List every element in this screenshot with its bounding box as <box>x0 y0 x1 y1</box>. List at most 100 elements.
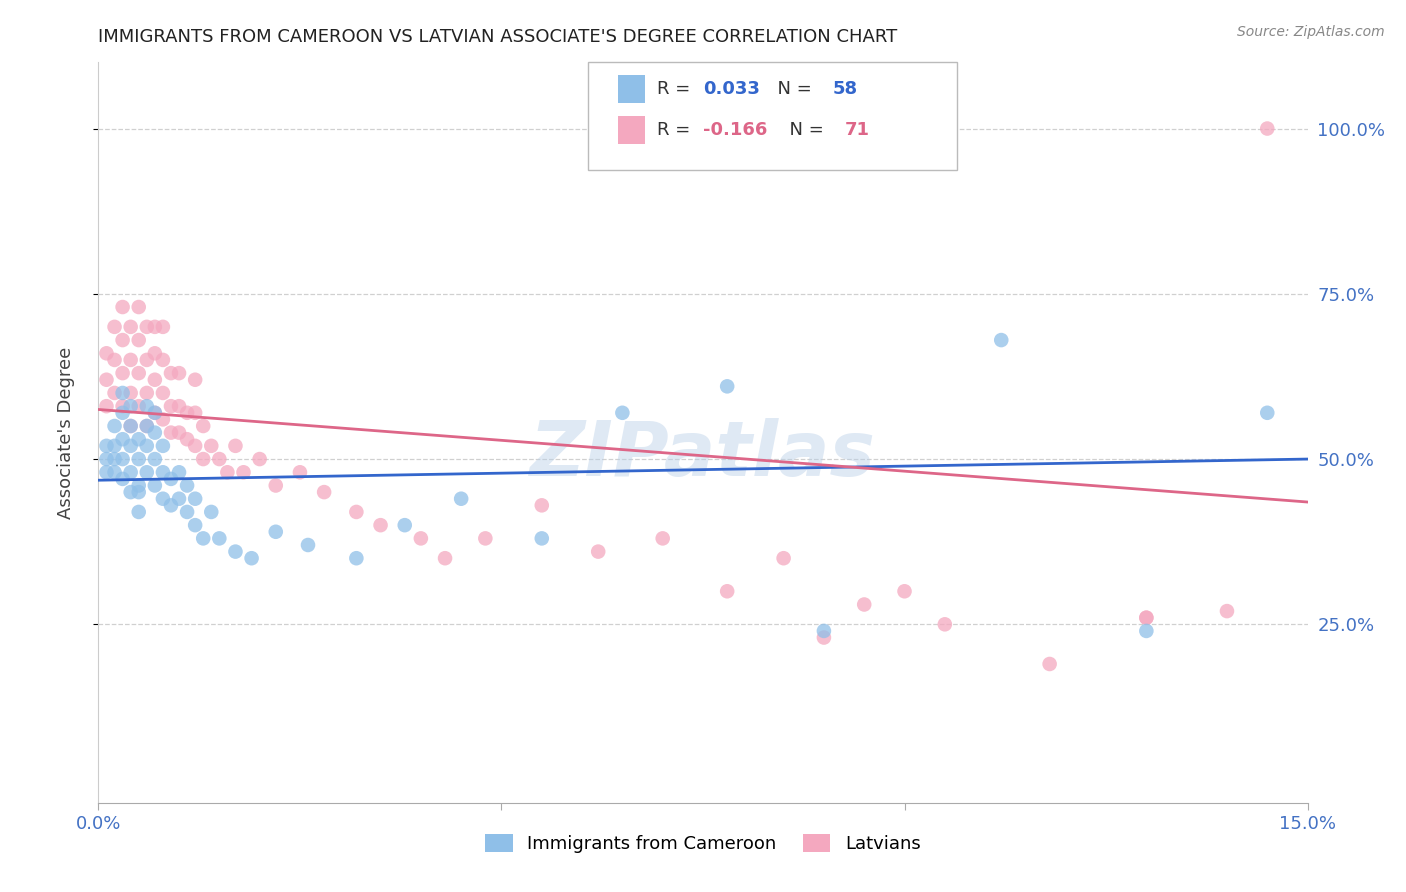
FancyBboxPatch shape <box>619 116 645 144</box>
Point <box>176 505 198 519</box>
Point <box>176 406 198 420</box>
Point <box>208 532 231 546</box>
Point <box>120 319 142 334</box>
Point <box>184 439 207 453</box>
Point <box>111 472 134 486</box>
Point <box>200 505 222 519</box>
Point <box>120 399 142 413</box>
Point <box>176 432 198 446</box>
Point <box>160 399 183 413</box>
Point <box>120 419 142 434</box>
Point <box>184 406 207 420</box>
Point <box>143 406 166 420</box>
Point <box>111 386 134 401</box>
Text: 71: 71 <box>845 120 869 139</box>
Point <box>716 584 738 599</box>
Point <box>612 406 634 420</box>
Point <box>96 465 118 479</box>
Point <box>96 452 118 467</box>
Point <box>143 373 166 387</box>
Point <box>344 505 367 519</box>
Point <box>111 406 134 420</box>
Point <box>143 406 166 420</box>
Text: R =: R = <box>657 80 696 98</box>
Point <box>409 532 432 546</box>
Point <box>434 551 457 566</box>
Point <box>474 532 496 546</box>
Point <box>96 399 118 413</box>
Point <box>111 432 134 446</box>
Point <box>530 532 553 546</box>
Point <box>288 465 311 479</box>
Point <box>240 551 263 566</box>
Point <box>152 352 174 367</box>
Point <box>152 386 174 401</box>
Point <box>152 439 174 453</box>
Point <box>344 551 367 566</box>
Point <box>167 366 190 380</box>
Point <box>1256 406 1278 420</box>
Point <box>160 425 183 440</box>
Point <box>193 452 215 467</box>
Text: N =: N = <box>766 80 817 98</box>
Point <box>990 333 1012 347</box>
Point <box>143 478 166 492</box>
Point <box>167 491 190 506</box>
Point <box>152 465 174 479</box>
Point <box>120 439 142 453</box>
Point <box>208 452 231 467</box>
Point <box>167 465 190 479</box>
Point <box>152 491 174 506</box>
Legend: Immigrants from Cameroon, Latvians: Immigrants from Cameroon, Latvians <box>478 827 928 861</box>
Point <box>128 432 150 446</box>
FancyBboxPatch shape <box>619 75 645 103</box>
Point <box>96 346 118 360</box>
Point <box>264 524 287 539</box>
Point <box>200 439 222 453</box>
Text: 0.033: 0.033 <box>703 80 759 98</box>
Point <box>111 399 134 413</box>
Point <box>184 518 207 533</box>
Point <box>128 399 150 413</box>
Point <box>103 452 125 467</box>
Point <box>314 485 336 500</box>
Point <box>96 373 118 387</box>
Point <box>152 412 174 426</box>
Point <box>176 478 198 492</box>
Point <box>103 319 125 334</box>
Point <box>135 439 157 453</box>
Point <box>111 300 134 314</box>
Point <box>217 465 239 479</box>
Point <box>128 300 150 314</box>
Point <box>103 419 125 434</box>
Point <box>135 399 157 413</box>
Point <box>1216 604 1239 618</box>
Text: 58: 58 <box>832 80 858 98</box>
Point <box>103 465 125 479</box>
Point <box>934 617 956 632</box>
Point <box>111 452 134 467</box>
Point <box>167 425 190 440</box>
Text: N =: N = <box>778 120 830 139</box>
FancyBboxPatch shape <box>588 62 957 169</box>
Point <box>160 499 183 513</box>
Point <box>128 452 150 467</box>
Text: ZIPatlas: ZIPatlas <box>530 417 876 491</box>
Point <box>232 465 254 479</box>
Point <box>893 584 915 599</box>
Point <box>224 544 246 558</box>
Point <box>193 419 215 434</box>
Point <box>135 465 157 479</box>
Point <box>120 386 142 401</box>
Point <box>651 532 673 546</box>
Point <box>160 366 183 380</box>
Point <box>135 319 157 334</box>
Point <box>853 598 876 612</box>
Point <box>370 518 392 533</box>
Text: R =: R = <box>657 120 696 139</box>
Point <box>1135 611 1157 625</box>
Point <box>249 452 271 467</box>
Point <box>224 439 246 453</box>
Point <box>128 485 150 500</box>
Point <box>103 386 125 401</box>
